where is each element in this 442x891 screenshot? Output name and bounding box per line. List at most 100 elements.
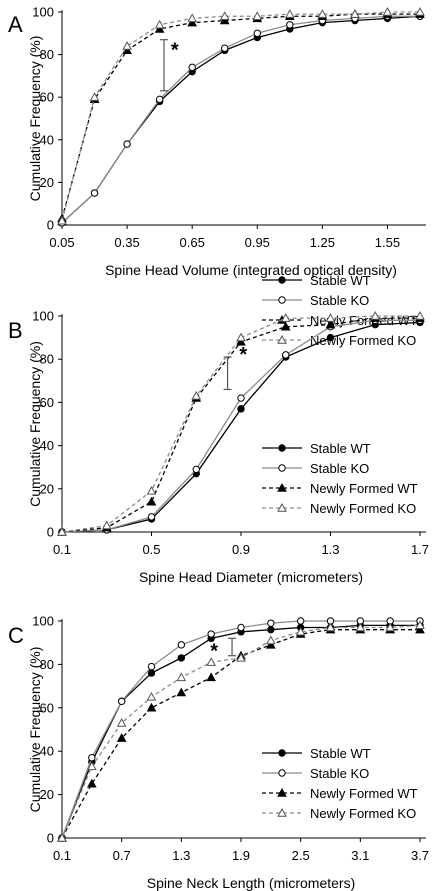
data-point xyxy=(206,672,217,682)
y-tick-label: 20 xyxy=(40,175,54,190)
data-point xyxy=(192,465,200,474)
x-tick-label: 0.1 xyxy=(53,848,71,863)
x-tick-label: 3.1 xyxy=(351,848,369,863)
x-tick-label: 2.5 xyxy=(292,848,310,863)
legend-label: Newly Formed WT xyxy=(310,481,418,496)
legend-marker xyxy=(277,482,287,492)
y-tick-label: 100 xyxy=(32,5,54,20)
y-tick-label: 0 xyxy=(47,525,54,540)
significance-star: * xyxy=(210,640,218,662)
y-tick-label: 60 xyxy=(40,395,54,410)
data-point xyxy=(176,672,187,682)
data-point xyxy=(146,691,157,701)
y-tick-label: 60 xyxy=(40,90,54,105)
y-tick-label: 100 xyxy=(32,309,54,324)
data-point xyxy=(370,310,381,320)
legend-label: Stable WT xyxy=(310,273,371,288)
data-point xyxy=(253,29,261,37)
data-point xyxy=(101,520,112,530)
x-tick-label: 1.25 xyxy=(310,235,335,250)
data-point xyxy=(415,620,425,630)
data-point xyxy=(280,313,291,322)
legend-label: Stable KO xyxy=(310,766,369,781)
x-axis-title: Spine Neck Length (micrometers) xyxy=(147,875,356,891)
data-point xyxy=(415,624,425,634)
data-point xyxy=(385,622,396,632)
data-point xyxy=(221,44,229,52)
y-tick-label: 40 xyxy=(40,132,54,147)
data-point xyxy=(146,496,157,506)
data-point xyxy=(236,332,246,342)
x-tick-label: 0.5 xyxy=(142,542,160,557)
data-point xyxy=(177,654,186,662)
series-line xyxy=(61,13,420,219)
data-point xyxy=(237,394,245,402)
data-point xyxy=(282,351,290,359)
panel-letter: A xyxy=(8,12,23,37)
x-tick-label: 1.9 xyxy=(232,848,250,863)
data-point xyxy=(123,140,131,148)
data-point xyxy=(89,92,100,101)
data-point xyxy=(187,17,198,27)
data-point xyxy=(295,626,306,636)
legend-label: Newly Formed WT xyxy=(310,786,418,801)
x-tick-label: 0.65 xyxy=(180,235,205,250)
series-line xyxy=(61,15,421,224)
data-point xyxy=(219,11,230,20)
x-tick-label: 0.05 xyxy=(49,235,74,250)
data-point xyxy=(90,189,99,197)
data-point xyxy=(188,63,196,72)
y-tick-label: 80 xyxy=(40,657,54,672)
data-point xyxy=(280,321,291,331)
significance-star: * xyxy=(171,39,179,61)
y-axis-title: Cumulative Frequency (%) xyxy=(27,36,43,202)
x-tick-label: 1.55 xyxy=(375,235,400,250)
legend-marker xyxy=(278,464,286,472)
data-point xyxy=(154,24,165,33)
data-point xyxy=(116,733,127,742)
legend-marker xyxy=(278,296,286,304)
data-point xyxy=(236,652,246,662)
legend-marker xyxy=(278,769,286,777)
data-point xyxy=(325,313,336,322)
data-point xyxy=(57,526,67,536)
legend-label: Stable WT xyxy=(310,746,371,761)
y-tick-label: 20 xyxy=(40,787,54,802)
panel-letter: C xyxy=(8,623,24,648)
legend-marker xyxy=(277,807,287,817)
data-point xyxy=(296,617,305,625)
data-point xyxy=(86,761,97,771)
data-point xyxy=(286,21,294,29)
legend-marker xyxy=(278,749,286,757)
data-point xyxy=(267,625,275,634)
data-point xyxy=(350,9,360,18)
data-point xyxy=(57,832,67,842)
data-point xyxy=(317,9,328,18)
chart-panel-b: B 0 20 40 60 80 100 0.1 0.5 0.9 1.3 1.7 Spine Head D… xyxy=(8,309,429,586)
data-point xyxy=(237,623,245,632)
data-point xyxy=(86,778,97,788)
data-point xyxy=(116,717,127,727)
data-point xyxy=(237,405,245,413)
data-point xyxy=(284,9,295,18)
y-tick-label: 100 xyxy=(32,614,54,629)
data-point xyxy=(88,754,96,762)
y-tick-label: 60 xyxy=(40,700,54,715)
data-point xyxy=(219,15,230,25)
data-point xyxy=(187,13,198,23)
legend-label: Newly Formed KO xyxy=(310,806,416,821)
chart-panel-c: C 0 20 40 60 80 100 0.1 0.7 1.3 1.9 2.5 3.1 3.7 Spine … xyxy=(8,614,429,891)
y-tick-label: 80 xyxy=(40,47,54,62)
x-tick-label: 3.7 xyxy=(411,848,429,863)
data-point xyxy=(265,639,276,649)
data-point xyxy=(267,619,275,627)
data-point xyxy=(147,513,156,521)
y-axis-title: Cumulative Frequency (%) xyxy=(27,341,43,507)
data-point xyxy=(191,390,202,400)
series-line xyxy=(61,11,420,221)
legend-marker xyxy=(278,276,286,284)
data-point xyxy=(57,215,67,225)
y-tick-label: 20 xyxy=(40,481,54,496)
data-point xyxy=(236,336,246,346)
chart-panel-a: A 0 20 40 60 80 100 0.05 0.35 0.65 0.95 1.25 1.55 Spi… xyxy=(8,5,426,348)
